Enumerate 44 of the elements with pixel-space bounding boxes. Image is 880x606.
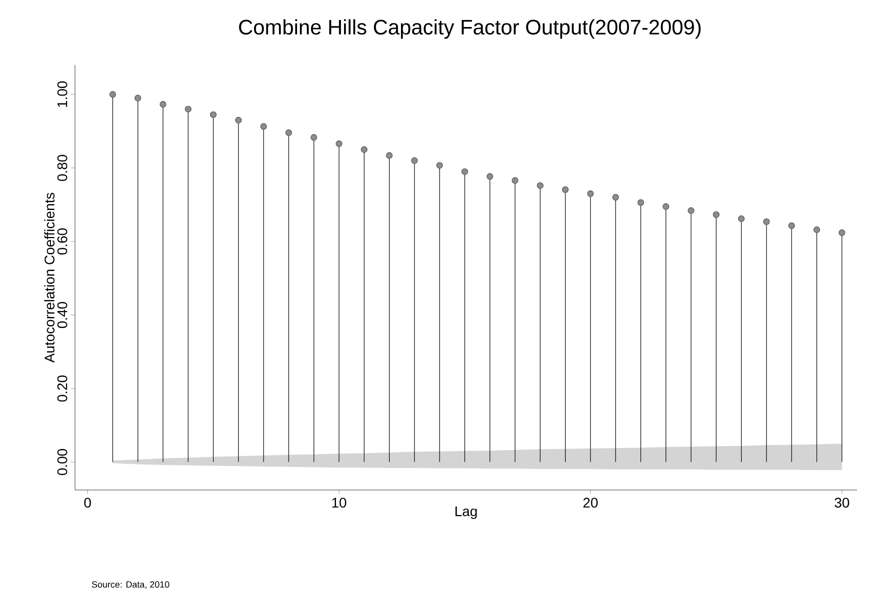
point: [536, 182, 544, 189]
y-tick-label: 0.20: [57, 375, 68, 402]
point: [763, 218, 770, 225]
point: [235, 116, 242, 124]
point: [838, 229, 846, 236]
point: [637, 199, 644, 206]
point: [360, 146, 368, 153]
y-axis-title: Autocorrelation Coefficients: [44, 192, 54, 363]
point: [486, 173, 494, 180]
point: [386, 152, 393, 159]
y-tick-label: 0.00: [57, 449, 68, 476]
x-tick-label: 30: [834, 498, 850, 508]
point: [688, 207, 694, 214]
point: [612, 194, 619, 201]
y-tick-label: 0.40: [57, 302, 68, 328]
x-tick-label: 20: [583, 498, 598, 508]
point: [461, 168, 468, 175]
point: [310, 134, 318, 141]
point: [587, 190, 594, 197]
point: [336, 140, 342, 147]
x-tick-label: 10: [332, 498, 346, 508]
point: [260, 123, 267, 130]
point: [562, 186, 569, 193]
point: [436, 162, 443, 169]
source-note: Source: Data, 2010: [92, 581, 170, 589]
point: [738, 215, 745, 222]
point: [788, 222, 795, 229]
point: [210, 111, 217, 118]
point: [411, 157, 418, 164]
point: [184, 106, 192, 112]
point: [285, 129, 292, 136]
chart-title: Combine Hills Capacity Factor Output(2007-2009): [239, 19, 701, 39]
x-tick-label: 0: [84, 498, 91, 508]
y-tick-label: 0.60: [57, 228, 68, 254]
point: [109, 91, 116, 98]
x-axis-title: Lag: [456, 506, 477, 519]
point: [160, 101, 166, 108]
y-tick-label: 0.80: [57, 154, 68, 181]
point: [813, 226, 820, 233]
point: [134, 94, 142, 102]
point: [512, 177, 518, 184]
point: [712, 211, 720, 218]
point: [662, 203, 670, 210]
y-tick-label: 1.00: [57, 81, 68, 107]
